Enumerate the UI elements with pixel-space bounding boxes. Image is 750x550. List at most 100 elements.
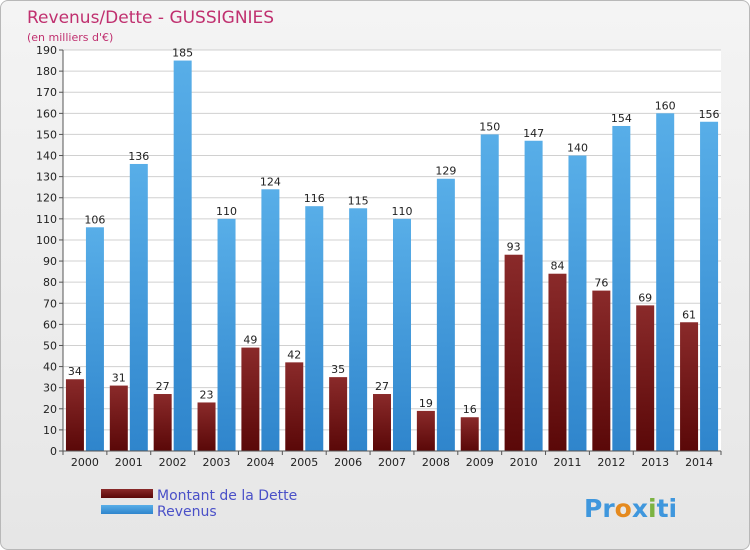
x-tick-label: 2013 [641,456,669,469]
bar-revenus [656,113,675,451]
x-tick-label: 2014 [685,456,713,469]
x-tick-label: 2001 [115,456,143,469]
bar-dette [329,377,348,451]
bar-revenus [305,206,324,451]
value-label: 110 [392,205,413,218]
x-tick-label: 2008 [422,456,450,469]
bar-dette [109,385,128,451]
y-tick-label: 190 [36,44,57,57]
x-tick-label: 2005 [290,456,318,469]
x-tick-label: 2000 [71,456,99,469]
chart-subtitle: (en milliers d'€) [27,31,113,44]
bar-revenus [436,178,455,451]
value-label: 147 [523,127,544,140]
value-label: 61 [682,308,696,321]
bar-dette [241,347,260,451]
y-tick-label: 0 [50,445,57,458]
y-tick-label: 80 [43,276,57,289]
value-label: 34 [68,365,82,378]
value-label: 150 [479,120,500,133]
bar-revenus [393,218,411,451]
value-label: 106 [84,213,105,226]
bar-dette [680,322,699,451]
bar-revenus [261,189,280,451]
value-label: 93 [507,241,521,254]
x-tick-label: 2007 [378,456,406,469]
y-tick-label: 110 [36,213,57,226]
y-tick-label: 60 [43,318,57,331]
bar-dette [592,290,611,451]
y-tick-label: 120 [36,192,57,205]
y-tick-label: 130 [36,171,57,184]
value-label: 23 [200,388,214,401]
x-tick-label: 2012 [597,456,625,469]
value-label: 154 [611,112,632,125]
value-label: 124 [260,175,281,188]
bar-dette [65,379,84,451]
bar-dette [416,410,435,451]
value-label: 136 [128,150,149,163]
y-tick-label: 70 [43,297,57,310]
y-tick-label: 90 [43,255,57,268]
legend-swatch-dette [101,489,153,498]
value-labels: 34 106 31 136 27 185 23 110 49 124 42 116 35 115 27 110… [68,47,720,417]
value-label: 115 [348,194,369,207]
y-tick-label: 100 [36,234,57,247]
bar-revenus [217,218,236,451]
legend-label-revenus: Revenus [157,504,217,520]
y-tick-label: 150 [36,128,57,141]
x-tick-label: 2006 [334,456,362,469]
value-label: 185 [172,47,193,60]
x-axis: 2000 2001 2002 2003 2004 2005 2006 2007 2008 2009… [62,450,722,469]
bar-revenus [349,208,368,451]
legend-swatch-revenus [101,505,153,514]
x-tick-label: 2004 [246,456,274,469]
value-label: 160 [655,99,676,112]
value-label: 156 [699,108,720,121]
bar-dette [373,394,391,451]
bar-revenus [612,125,631,452]
x-tick-label: 2003 [203,456,231,469]
x-tick-label: 2011 [553,456,581,469]
value-label: 76 [594,277,608,290]
bar-dette [460,417,479,451]
y-tick-label: 160 [36,107,57,120]
bar-revenus [85,227,104,451]
value-label: 35 [331,363,345,376]
y-tick-label: 140 [36,150,57,163]
y-tick-label: 180 [36,65,57,78]
bar-dette [197,402,216,451]
y-tick-label: 20 [43,403,57,416]
bar-dette [548,273,567,451]
plot-background [63,50,721,451]
y-tick-label: 50 [43,339,57,352]
bar-revenus [700,121,719,451]
legend-label-dette: Montant de la Dette [157,488,297,504]
y-axis: 0 10 20 30 40 50 60 70 80 90 100 110 120 130 140 150 160… [36,44,64,458]
proxiti-logo: Proxiti [584,494,677,523]
bar-revenus [524,140,543,451]
plot-area [63,50,721,451]
y-tick-label: 10 [43,424,57,437]
value-label: 140 [567,142,588,155]
bar-dette [153,394,172,451]
grid-lines [63,49,721,452]
value-label: 110 [216,205,237,218]
value-label: 84 [550,260,564,273]
x-tick-label: 2010 [510,456,538,469]
y-tick-label: 170 [36,86,57,99]
bar-dette [636,305,655,451]
x-tick-label: 2009 [466,456,494,469]
value-label: 69 [638,291,652,304]
value-label: 116 [304,192,325,205]
value-label: 42 [287,348,301,361]
value-label: 16 [463,403,477,416]
bar-dette [285,362,304,451]
y-tick-label: 30 [43,382,57,395]
value-label: 27 [156,380,170,393]
legend: Montant de la Dette Revenus [101,488,297,520]
value-label: 129 [435,165,456,178]
bar-dette [504,254,523,451]
bars [65,60,719,452]
